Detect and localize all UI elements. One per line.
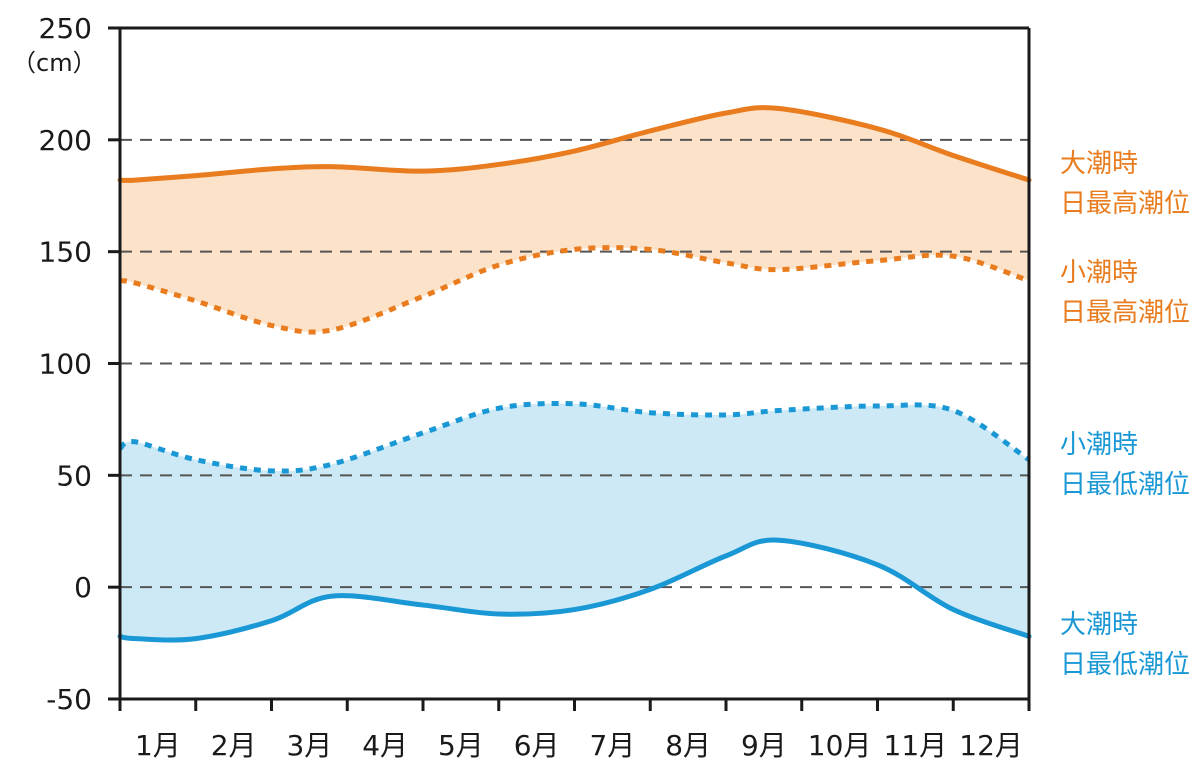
series-label-line: 日最低潮位 <box>1060 650 1190 680</box>
y-tick-label: 100 <box>39 348 92 381</box>
x-tick-label: 9月 <box>741 729 787 762</box>
y-tick-label: 150 <box>39 236 92 269</box>
x-tick-label: 7月 <box>589 729 635 762</box>
series-label-line: 大潮時 <box>1060 149 1138 179</box>
series-label-line: 日最高潮位 <box>1060 298 1190 328</box>
series-line-1 <box>119 245 1030 335</box>
series-label-line: 日最高潮位 <box>1060 189 1190 219</box>
y-tick-label: -50 <box>46 683 92 716</box>
series-line-2 <box>118 400 1031 474</box>
y-tick-label: 0 <box>74 571 92 604</box>
y-tick-label: 50 <box>56 459 92 492</box>
series-label-line: 小潮時 <box>1060 430 1138 460</box>
x-tick-label: 11月 <box>884 729 948 762</box>
range-bands <box>120 107 1029 641</box>
x-tick-label: 10月 <box>808 729 872 762</box>
x-tick-label: 6月 <box>514 729 560 762</box>
series-line-0 <box>117 105 1032 183</box>
x-tick-label: 5月 <box>438 729 484 762</box>
x-tick-label: 2月 <box>211 729 257 762</box>
series-lines <box>117 105 1032 643</box>
x-axis: 1月 2月 3月 4月 5月 6月 7月 8月 9月 10月 11月 12月 <box>118 699 1031 762</box>
band-1 <box>120 403 1029 641</box>
y-unit-label: （cm） <box>12 49 97 77</box>
grid-lines <box>120 138 1029 589</box>
y-tick-label: 200 <box>39 124 92 157</box>
y-tick-label: 250 <box>39 12 92 45</box>
x-tick-label: 1月 <box>135 729 181 762</box>
x-tick-label: 4月 <box>362 729 408 762</box>
series-label-line: 大潮時 <box>1060 610 1138 640</box>
x-tick-label: 8月 <box>665 729 711 762</box>
y-axis: （cm） 250 200 150 100 50 0 -50 <box>12 12 120 716</box>
band-0 <box>120 107 1029 333</box>
series-line-3 <box>117 537 1032 643</box>
x-tick-label: 12月 <box>959 729 1023 762</box>
x-tick-label: 3月 <box>286 729 332 762</box>
series-label-line: 小潮時 <box>1060 258 1138 288</box>
series-label-line: 日最低潮位 <box>1060 470 1190 500</box>
